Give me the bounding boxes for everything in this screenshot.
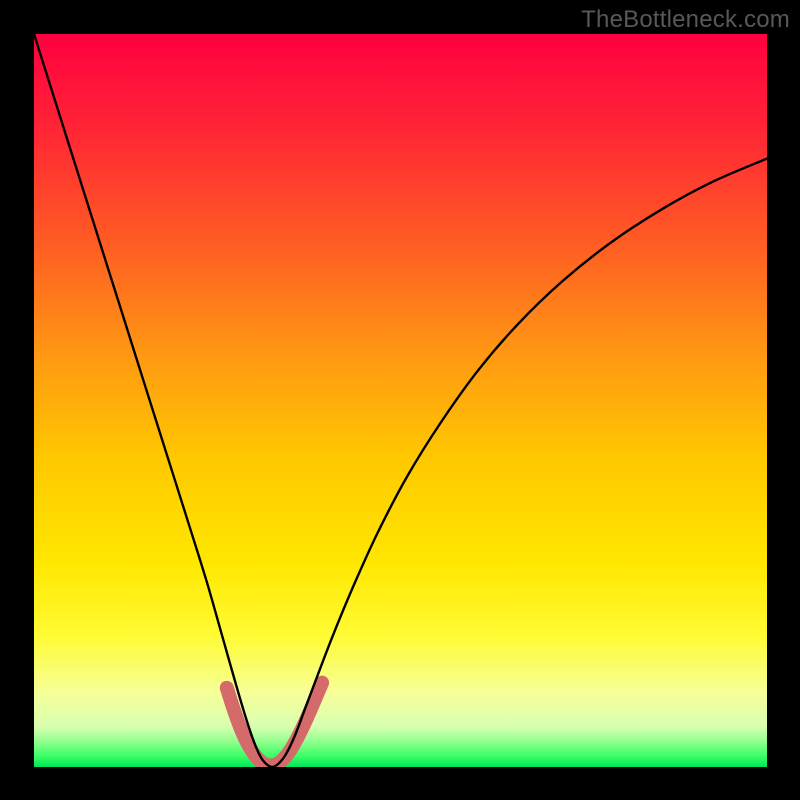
chart-frame: TheBottleneck.com — [0, 0, 800, 800]
plot-background — [34, 34, 767, 767]
watermark-text: TheBottleneck.com — [581, 6, 790, 34]
plot-svg — [34, 34, 767, 767]
plot-area — [34, 34, 767, 767]
